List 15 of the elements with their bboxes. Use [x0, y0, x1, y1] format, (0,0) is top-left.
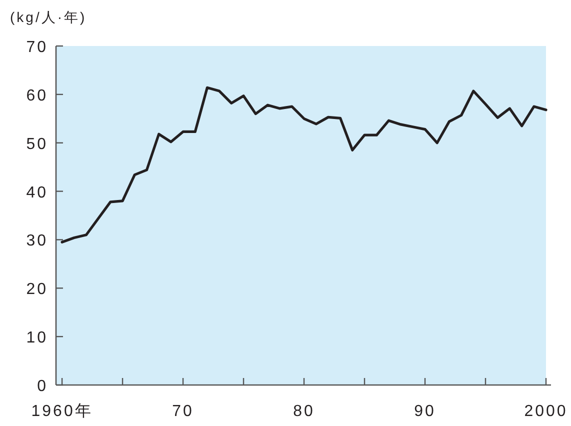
y-tick-label: 30	[26, 232, 48, 250]
x-tick-label: 70	[172, 403, 194, 420]
x-tick-label: 2000	[524, 403, 568, 420]
y-tick-label: 60	[26, 87, 48, 104]
y-axis-title: (kg/人·年)	[10, 9, 87, 25]
x-tick-label: 90	[414, 403, 436, 420]
y-tick-label: 40	[26, 184, 48, 202]
y-tick-label: 20	[26, 281, 48, 298]
y-tick-label: 10	[26, 330, 48, 347]
x-tick-label: 80	[293, 403, 315, 420]
x-tick-label: 1960年	[31, 403, 93, 420]
y-tick-label: 70	[26, 39, 48, 56]
y-tick-label: 50	[26, 136, 48, 153]
y-tick-label: 0	[37, 378, 48, 395]
line-series	[60, 86, 548, 244]
